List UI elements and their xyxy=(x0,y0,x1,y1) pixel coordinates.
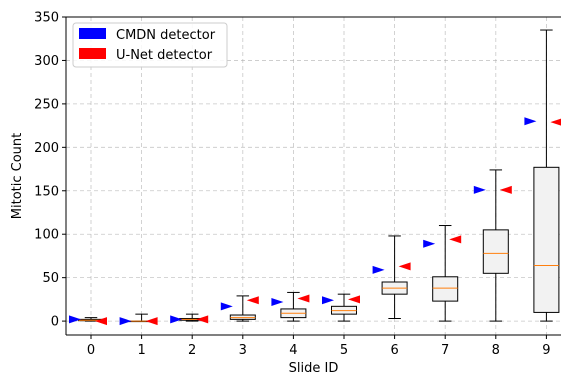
box-slide-5 xyxy=(331,293,357,322)
cmdn-marker xyxy=(524,117,537,126)
cmdn-marker xyxy=(119,317,132,326)
legend-label-unet: U-Net detector xyxy=(116,48,213,63)
x-tick-label: 7 xyxy=(441,343,449,358)
box-slide-4 xyxy=(280,291,307,322)
legend-swatch-unet xyxy=(79,48,106,59)
unet-marker xyxy=(145,317,158,326)
detector-markers xyxy=(69,117,561,326)
y-tick-label: 300 xyxy=(34,54,59,69)
x-tick-label: 5 xyxy=(340,343,348,358)
box-slide-8 xyxy=(482,169,509,322)
unet-marker xyxy=(449,235,462,244)
x-tick-label: 3 xyxy=(239,343,247,358)
cmdn-marker xyxy=(271,297,284,306)
axes: 0 50 100 150 200 250 300 350 0 1 2 3 4 5 6 7 8 9 xyxy=(34,11,561,358)
y-tick-label: 200 xyxy=(34,141,59,156)
y-tick-label: 50 xyxy=(42,271,59,286)
cmdn-marker xyxy=(220,302,233,311)
unet-marker xyxy=(348,295,360,304)
x-tick-label: 1 xyxy=(137,343,145,358)
y-tick-label: 350 xyxy=(34,11,59,26)
box-slide-6 xyxy=(381,235,408,319)
cmdn-marker xyxy=(372,265,385,274)
x-tick-label: 2 xyxy=(188,343,196,358)
y-tick-label: 150 xyxy=(34,184,59,199)
unet-marker xyxy=(499,185,512,194)
legend: CMDN detector U-Net detector xyxy=(72,22,228,68)
legend-label-cmdn: CMDN detector xyxy=(116,28,216,43)
y-tick-label: 100 xyxy=(34,228,59,243)
box-iqr xyxy=(482,229,509,274)
x-axis-label: Slide ID xyxy=(289,361,339,372)
box-iqr xyxy=(533,166,560,313)
unet-marker xyxy=(246,296,259,305)
unet-marker xyxy=(297,294,310,303)
box-slide-3 xyxy=(229,295,256,322)
box-slide-7 xyxy=(432,225,459,322)
cmdn-marker xyxy=(473,185,486,194)
x-tick-label: 9 xyxy=(542,343,550,358)
y-tick-label: 250 xyxy=(34,97,59,112)
x-tick-label: 6 xyxy=(390,343,398,358)
cmdn-marker xyxy=(69,315,81,324)
legend-swatch-cmdn xyxy=(79,28,106,39)
cmdn-marker xyxy=(423,239,436,248)
legend-frame xyxy=(72,22,228,68)
box-slide-9 xyxy=(533,29,560,322)
x-tick-label: 0 xyxy=(87,343,95,358)
unet-marker xyxy=(550,118,561,126)
x-tick-label: 8 xyxy=(492,343,500,358)
y-axis-label: Mitotic Count xyxy=(10,133,25,219)
unet-marker xyxy=(196,315,209,324)
box-iqr xyxy=(432,276,459,302)
unet-marker xyxy=(398,262,411,271)
x-tick-label: 4 xyxy=(289,343,297,358)
unet-marker xyxy=(95,317,107,326)
y-tick-label: 0 xyxy=(51,315,59,330)
cmdn-marker xyxy=(322,296,334,305)
cmdn-marker xyxy=(170,315,183,324)
